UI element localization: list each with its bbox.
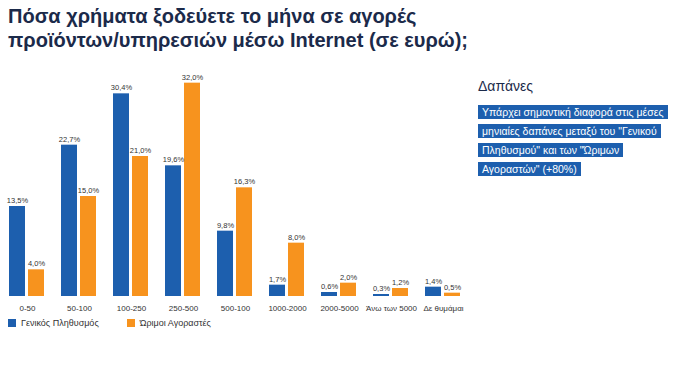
svg-text:15,0%: 15,0% [78, 186, 100, 195]
svg-text:Άνω των 5000: Άνω των 5000 [366, 304, 418, 313]
html-text:Υπάρχει σημαντική διαφορά στις: Υπάρχει σημαντική διαφορά στις μέσες [482, 106, 664, 118]
html-text:μηνιαίες δαπάνες μεταξύ του "Γ: μηνιαίες δαπάνες μεταξύ του "Γενικού [482, 125, 657, 137]
svg-text:Δε θυμάμαι: Δε θυμάμαι [423, 304, 463, 313]
svg-text:2,0%: 2,0% [340, 273, 357, 282]
svg-text:250-500: 250-500 [169, 304, 199, 313]
svg-text:19,6%: 19,6% [163, 155, 185, 164]
svg-text:1,4%: 1,4% [425, 277, 442, 286]
html-text:Πόσα χρήματα ξοδεύετε το μήνα: Πόσα χρήματα ξοδεύετε το μήνα σε αγορές … [8, 5, 468, 51]
html-text:Πληθυσμού" και των "Ώριμων: Πληθυσμού" και των "Ώριμων [482, 144, 620, 156]
svg-text:1,2%: 1,2% [392, 278, 409, 287]
html-text:Γενικός Πληθυσμός: Γενικός Πληθυσμός [21, 318, 99, 328]
svg-text:2000-5000: 2000-5000 [320, 304, 359, 313]
svg-text:500-100: 500-100 [221, 304, 251, 313]
svg-text:32,0%: 32,0% [182, 73, 204, 82]
svg-text:0,6%: 0,6% [321, 282, 338, 291]
svg-text:50-100: 50-100 [67, 304, 92, 313]
html-text:Ώριμοι Αγοραστές: Ώριμοι Αγοραστές [139, 318, 211, 328]
svg-text:22,7%: 22,7% [59, 135, 81, 144]
svg-text:4,0%: 4,0% [28, 259, 45, 268]
svg-text:0,5%: 0,5% [444, 283, 461, 292]
svg-text:0-50: 0-50 [19, 304, 36, 313]
svg-text:100-250: 100-250 [117, 304, 147, 313]
svg-text:16,3%: 16,3% [234, 177, 256, 186]
svg-text:8,0%: 8,0% [288, 233, 305, 242]
svg-text:30,4%: 30,4% [111, 83, 133, 92]
svg-text:13,5%: 13,5% [7, 196, 29, 205]
svg-text:1,7%: 1,7% [269, 275, 286, 284]
svg-text:21,0%: 21,0% [130, 146, 152, 155]
svg-text:0,3%: 0,3% [373, 284, 390, 293]
svg-text:1000-2000: 1000-2000 [268, 304, 307, 313]
html-text:Δαπάνες: Δαπάνες [478, 78, 533, 94]
html-text:Αγοραστών" (+80%): Αγοραστών" (+80%) [482, 163, 577, 175]
svg-text:9,8%: 9,8% [217, 221, 234, 230]
